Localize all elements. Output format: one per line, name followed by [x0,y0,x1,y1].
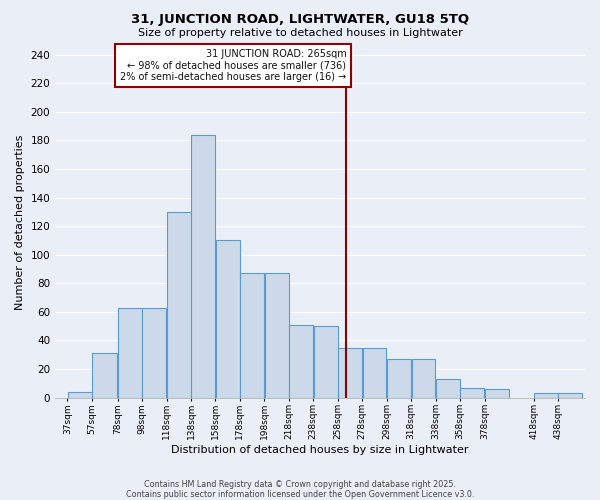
Bar [314,326,338,398]
X-axis label: Distribution of detached houses by size in Lightwater: Distribution of detached houses by size … [172,445,469,455]
Bar [436,379,460,398]
Text: 31, JUNCTION ROAD, LIGHTWATER, GU18 5TQ: 31, JUNCTION ROAD, LIGHTWATER, GU18 5TQ [131,12,469,26]
Y-axis label: Number of detached properties: Number of detached properties [15,135,25,310]
Text: Contains HM Land Registry data © Crown copyright and database right 2025.: Contains HM Land Registry data © Crown c… [144,480,456,489]
Bar [92,353,117,398]
Text: Contains public sector information licensed under the Open Government Licence v3: Contains public sector information licen… [126,490,474,499]
Bar [485,389,509,398]
Bar [142,308,166,398]
Bar [191,134,215,398]
Bar [240,273,264,398]
Bar [559,393,582,398]
Bar [68,392,92,398]
Bar [460,388,484,398]
Bar [362,348,386,398]
Bar [216,240,239,398]
Text: Size of property relative to detached houses in Lightwater: Size of property relative to detached ho… [137,28,463,38]
Bar [387,359,411,398]
Bar [338,348,362,398]
Bar [412,359,436,398]
Bar [167,212,191,398]
Bar [265,273,289,398]
Text: 31 JUNCTION ROAD: 265sqm
← 98% of detached houses are smaller (736)
2% of semi-d: 31 JUNCTION ROAD: 265sqm ← 98% of detach… [120,49,346,82]
Bar [534,393,558,398]
Bar [118,308,142,398]
Bar [289,324,313,398]
